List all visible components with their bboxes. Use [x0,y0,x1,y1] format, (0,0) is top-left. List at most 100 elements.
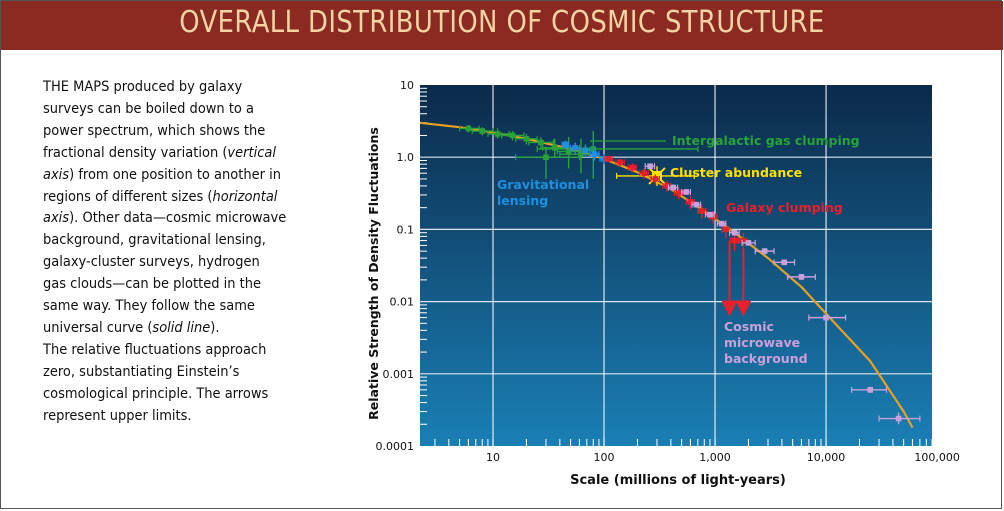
data-marker [543,154,549,160]
data-point [616,166,695,186]
caption-line: same way. They follow the same [43,298,255,315]
x-tick-label: 10,000 [807,451,846,464]
data-point [639,168,649,179]
data-marker [731,237,738,244]
data-marker [572,144,578,151]
data-marker [582,147,589,154]
data-point [878,412,921,425]
caption-line: regions of different sizes (horizontal [43,188,278,205]
data-marker [670,184,677,191]
x-tick-label: 10 [486,451,500,464]
series-cmb [644,163,921,425]
data-marker [465,125,472,132]
y-tick-label: 1.0 [397,151,415,164]
data-marker [710,213,716,220]
data-point [728,229,740,236]
caption-line: axis). Other data—cosmic microwave [43,210,287,227]
data-point [786,273,816,280]
x-tick-label: 100,000 [914,451,960,464]
data-marker [675,190,682,196]
annotation-lensing: Gravitational [497,177,589,192]
data-marker [867,387,874,393]
y-tick-label: 0.0001 [376,440,415,453]
y-axis-label: Relative Strength of Density Fluctuation… [366,127,381,420]
data-marker [523,135,530,142]
data-marker [509,132,516,139]
data-point [561,140,570,149]
data-marker [823,314,829,321]
caption-line: axis) from one position to another in [43,166,281,183]
data-marker [578,151,584,158]
data-point [851,386,888,394]
data-point [528,137,555,149]
data-point [704,211,715,218]
caption-line: universal curve (solid line). [43,319,220,336]
annotation-cmb: microwave [724,335,800,350]
annotation-lensing: lensing [497,193,548,208]
data-point [691,201,702,208]
caption-line: cosmological principle. The arrows [43,385,269,402]
y-tick-label: 0.1 [397,223,415,236]
data-marker [641,170,647,177]
data-point [729,232,739,252]
data-point [515,146,580,179]
caption-line: zero, substantiating Einstein’s [43,363,240,380]
data-point [471,127,494,136]
y-tick-label: 0.001 [383,368,415,381]
cluster-star [648,167,666,185]
data-point [580,144,591,158]
data-marker [591,151,598,158]
caption-text: THE MAPS produced by galaxy surveys can b… [43,77,335,428]
data-point [589,148,600,161]
data-marker [479,128,486,134]
plot-background [420,85,932,446]
x-tick-label: 100 [594,451,615,464]
data-marker [565,148,572,155]
caption-line: fractional density variation (vertical [43,144,276,161]
caption-line: THE MAPS produced by galaxy [43,79,243,95]
data-point [644,163,656,170]
annotation-gas: Intergalactic gas clumping [672,133,860,148]
data-point [754,248,775,255]
caption-line: power spectrum, which shows the [43,122,266,139]
data-marker [699,208,705,214]
annotation-cmb: Cosmic [724,319,774,334]
data-point [603,155,614,163]
data-point [515,133,538,145]
y-tick-label: 0.01 [390,296,415,309]
data-marker [718,220,725,227]
data-point [627,163,637,173]
data-marker [652,176,659,182]
data-point [570,142,580,155]
data-marker [781,259,788,266]
data-point [808,314,847,321]
data-point [681,188,692,195]
data-point [741,239,756,246]
data-marker [647,163,653,170]
caption-line: represent upper limits. [43,407,192,424]
title-bar [1,1,1003,50]
annotation-cluster: Cluster abundance [670,165,802,180]
data-marker [723,226,729,233]
data-marker [551,144,558,151]
caption-line: background, gravitational lensing, [43,232,266,249]
x-axis-label: Scale (millions of light-years) [570,473,786,488]
data-marker [798,274,805,280]
data-point [773,259,796,266]
data-marker [605,156,612,162]
data-marker [745,240,752,246]
data-marker [895,415,902,422]
data-marker [731,229,738,236]
caption-line: galaxy-cluster surveys, hydrogen [43,254,260,271]
data-marker [538,139,544,146]
data-point [650,174,660,185]
data-point [487,128,510,139]
data-marker [590,146,597,152]
annotation-cmb: background [724,351,808,366]
x-tick-label: 1,000 [699,451,731,464]
y-tick-label: 10 [400,79,414,92]
data-point [716,220,727,227]
caption-line: surveys can be boiled down to a [43,100,255,117]
series-cluster [616,166,695,186]
